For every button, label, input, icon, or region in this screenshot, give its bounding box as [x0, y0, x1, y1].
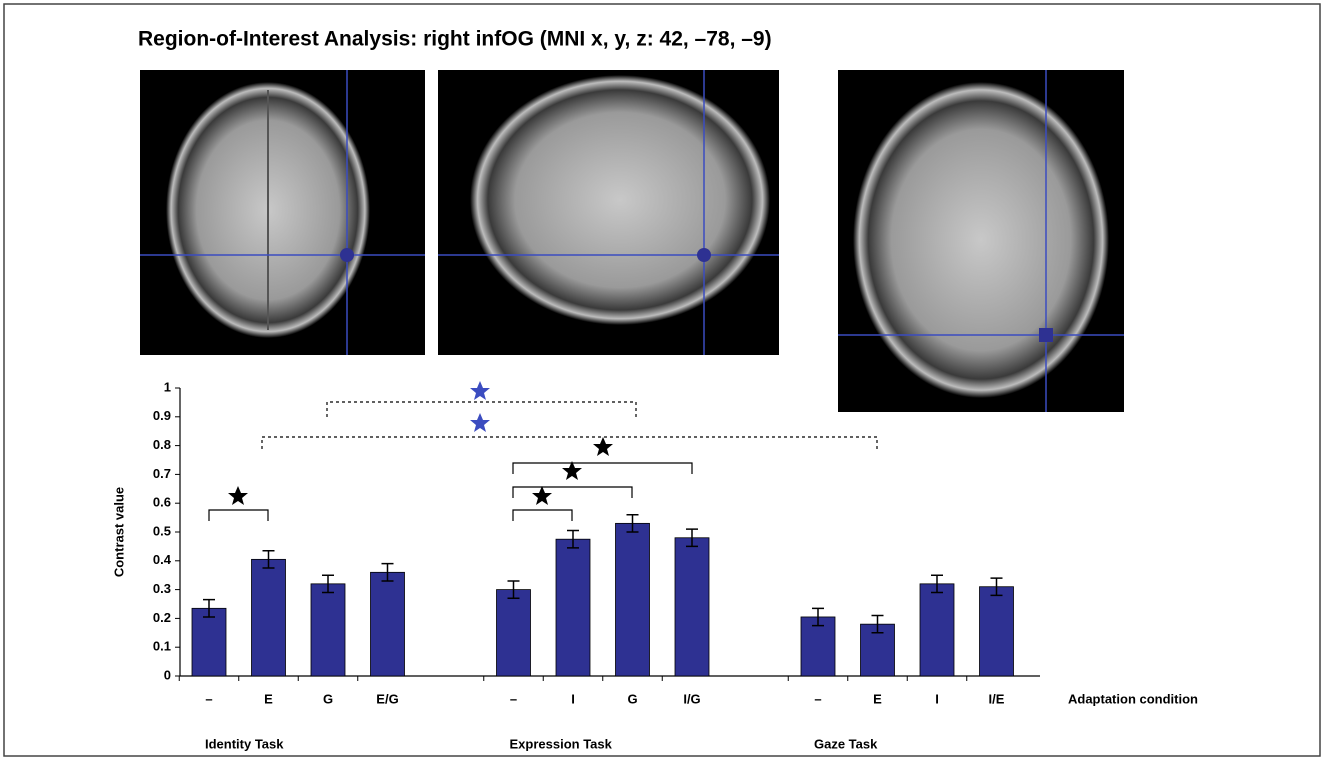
- group-label: Identity Task: [205, 736, 284, 751]
- y-axis-label: Contrast value: [111, 487, 126, 577]
- error-bar: [931, 574, 943, 594]
- group-label: Gaze Task: [814, 736, 878, 751]
- error-bar: [507, 580, 520, 599]
- group-label: Expression Task: [510, 736, 613, 751]
- error-bar: [626, 513, 639, 533]
- bar: [674, 537, 710, 677]
- bar: [555, 538, 591, 677]
- bar: [310, 583, 346, 677]
- chart-title: Region-of-Interest Analysis: right infOG…: [138, 28, 772, 51]
- error-bar: [381, 562, 394, 582]
- bar: [615, 522, 650, 677]
- bar: [496, 589, 531, 677]
- x-tick-label: I: [935, 691, 939, 706]
- error-bar: [567, 529, 579, 549]
- error-bar: [686, 528, 698, 548]
- bar: [370, 571, 405, 677]
- frame: [3, 3, 1321, 757]
- x-tick-label: E/G: [376, 691, 398, 706]
- x-tick-label: I: [571, 691, 575, 706]
- sagittal-image: [438, 70, 779, 355]
- y-tick-label: 1: [164, 379, 171, 394]
- error-bar: [871, 614, 884, 634]
- error-bar: [990, 577, 1003, 597]
- x-tick-label: G: [323, 691, 333, 706]
- x-tick-label: I/G: [683, 691, 700, 706]
- y-tick-label: 0.3: [153, 581, 171, 596]
- x-tick-label: E: [264, 691, 273, 706]
- bar: [251, 558, 286, 677]
- bar: [800, 616, 836, 677]
- y-tick-label: 0: [164, 667, 171, 682]
- y-tick-label: 0.6: [153, 495, 171, 510]
- x-tick-label: I/E: [989, 691, 1005, 706]
- bar: [919, 583, 955, 677]
- x-tick-label: E: [873, 691, 882, 706]
- x-tick-label: –: [814, 691, 821, 706]
- bar: [191, 607, 227, 677]
- y-tick-label: 0.8: [153, 437, 171, 452]
- error-bar: [812, 607, 824, 627]
- x-axis-label: Adaptation condition: [1068, 691, 1198, 706]
- x-tick-label: –: [510, 691, 517, 706]
- axial-image: [838, 70, 1124, 412]
- significance: [208, 401, 878, 521]
- error-bar: [203, 598, 215, 618]
- significance-stars: [228, 381, 613, 505]
- bar: [979, 586, 1014, 677]
- y-tick-label: 0.1: [153, 639, 171, 654]
- x-tick-label: –: [205, 691, 212, 706]
- error-bar: [322, 574, 334, 594]
- y-tick-label: 0.4: [153, 552, 172, 567]
- error-bar: [262, 549, 275, 569]
- x-tick-label: G: [627, 691, 637, 706]
- y-tick-label: 0.9: [153, 408, 171, 423]
- y-tick-label: 0.7: [153, 466, 171, 481]
- coronal-image: [140, 70, 425, 355]
- y-tick-label: 0.2: [153, 610, 171, 625]
- y-tick-label: 0.5: [153, 523, 171, 538]
